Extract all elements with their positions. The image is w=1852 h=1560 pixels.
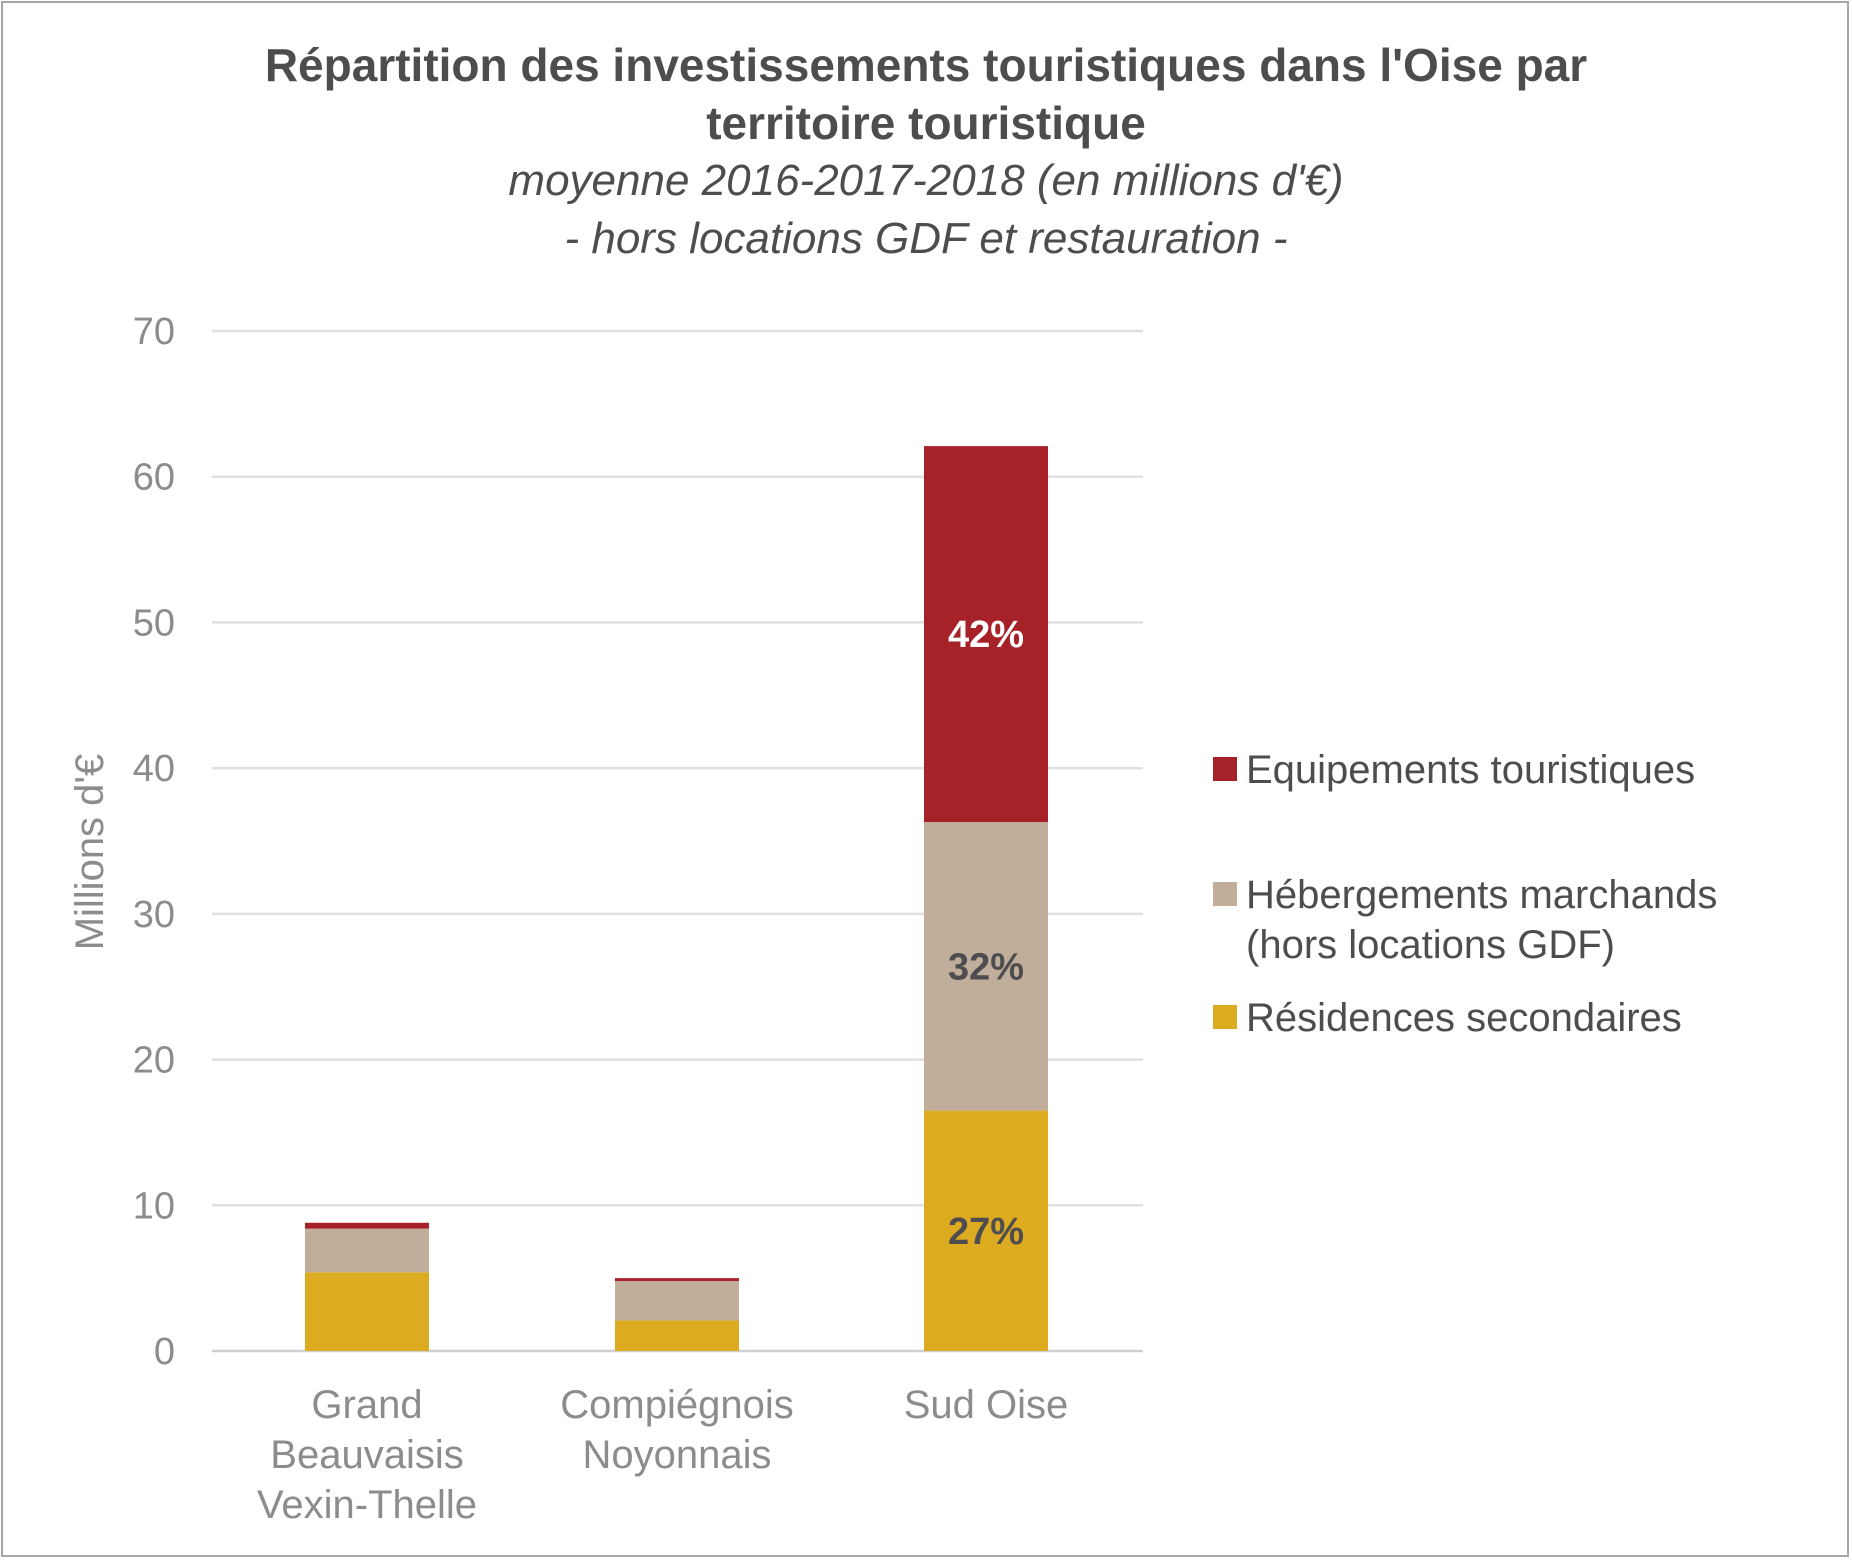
data-label: 32% bbox=[948, 946, 1024, 988]
legend-label: Equipements touristiques bbox=[1246, 748, 1695, 792]
bar-segment bbox=[615, 1278, 739, 1282]
y-axis-ticks: 0 10 20 30 40 50 60 70 bbox=[133, 311, 175, 1373]
legend-label: (hors locations GDF) bbox=[1246, 923, 1615, 967]
legend: Equipements touristiques Hébergements mar… bbox=[1213, 748, 1717, 1040]
y-tick-label: 60 bbox=[133, 457, 175, 499]
chart-title-line-1: Répartition des investissements touristi… bbox=[264, 39, 1588, 91]
x-tick-label: Noyonnais bbox=[582, 1433, 771, 1477]
y-tick-label: 50 bbox=[133, 602, 175, 644]
legend-label: Résidences secondaires bbox=[1246, 996, 1682, 1040]
chart-title-line-2: territoire touristique bbox=[706, 97, 1146, 149]
bar-segment bbox=[305, 1228, 429, 1273]
bars bbox=[305, 446, 1048, 1351]
data-labels: 27% 32% 42% bbox=[948, 614, 1024, 1253]
bar-segment bbox=[615, 1281, 739, 1321]
x-tick-label: Vexin-Thelle bbox=[257, 1483, 477, 1527]
x-axis-category-labels: Grand Beauvaisis Vexin-Thelle Compiégnois No… bbox=[257, 1383, 1068, 1527]
bar-segment bbox=[615, 1320, 739, 1351]
chart-subtitle-line-1: moyenne 2016-2017-2018 (en millions d'€) bbox=[508, 156, 1344, 205]
y-tick-label: 40 bbox=[133, 748, 175, 790]
legend-swatch bbox=[1213, 882, 1237, 906]
data-label: 42% bbox=[948, 614, 1024, 656]
x-tick-label: Beauvaisis bbox=[270, 1433, 463, 1477]
y-axis-label: Millions d'€ bbox=[68, 754, 112, 951]
chart-titles: Répartition des investissements touristi… bbox=[0, 36, 1852, 268]
legend-swatch bbox=[1213, 757, 1237, 781]
data-label: 27% bbox=[948, 1211, 1024, 1253]
x-tick-label: Compiégnois bbox=[560, 1383, 793, 1427]
chart-subtitle-line-2: - hors locations GDF et restauration - bbox=[564, 214, 1288, 263]
legend-label: Hébergements marchands bbox=[1246, 873, 1717, 917]
y-tick-label: 20 bbox=[133, 1040, 175, 1082]
bar-segment bbox=[924, 822, 1048, 1111]
y-tick-label: 70 bbox=[133, 311, 175, 353]
bar-segment bbox=[305, 1272, 429, 1351]
y-tick-label: 10 bbox=[133, 1185, 175, 1227]
x-tick-label: Sud Oise bbox=[904, 1383, 1069, 1427]
bar-segment bbox=[305, 1222, 429, 1229]
bar-segment bbox=[924, 1110, 1048, 1351]
legend-swatch bbox=[1213, 1005, 1237, 1029]
y-tick-label: 0 bbox=[154, 1331, 175, 1373]
x-tick-label: Grand bbox=[311, 1383, 422, 1427]
bar-segment bbox=[924, 446, 1048, 823]
y-tick-label: 30 bbox=[133, 894, 175, 936]
